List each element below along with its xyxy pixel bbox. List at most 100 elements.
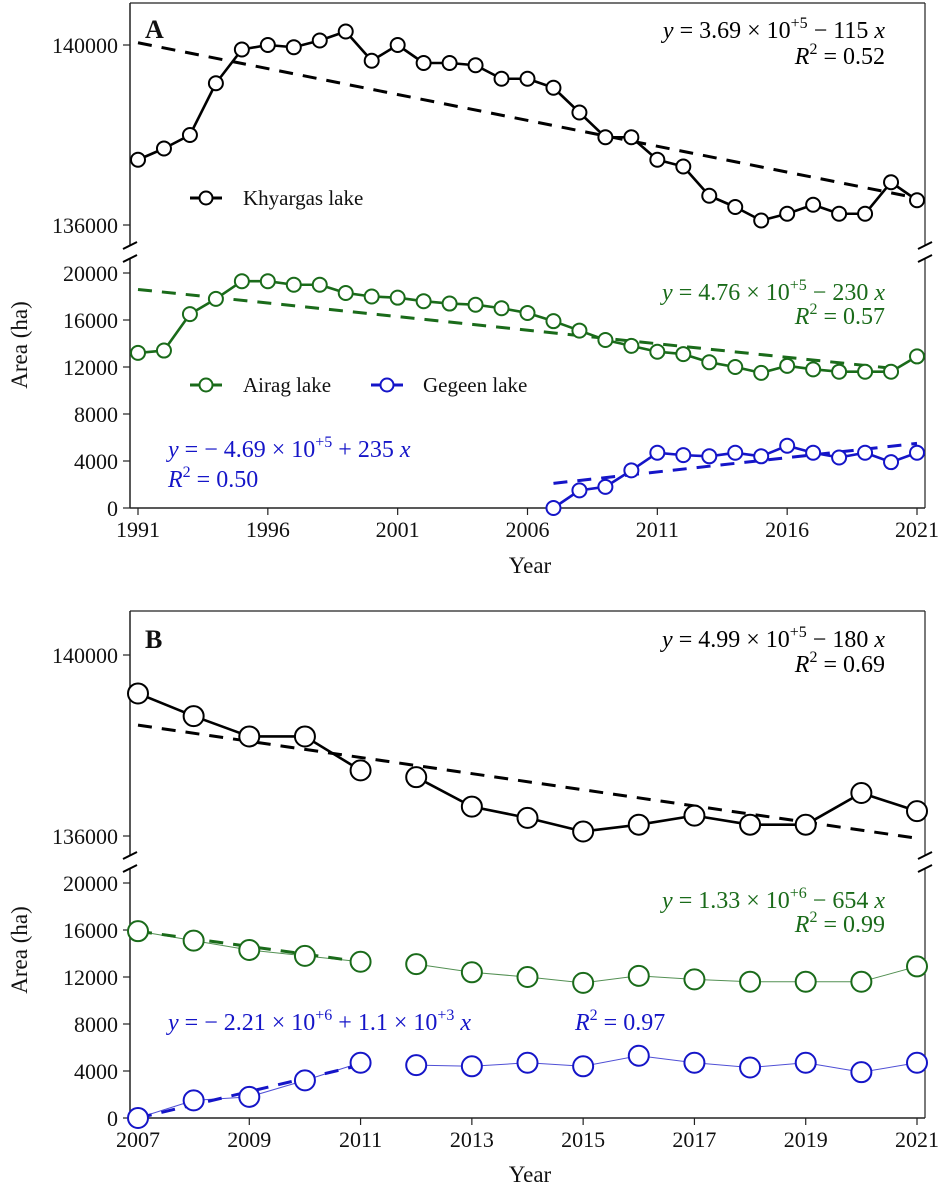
panel-a-airag-lake-point-2011 — [649, 343, 666, 360]
panel-b-khyargas-lake-point-2011 — [349, 759, 372, 782]
panel-a-airag-lake-series — [130, 273, 925, 381]
panel-b-airag-lake-point-2018 — [739, 970, 762, 993]
panel-b-ytick-label: 140000 — [52, 643, 118, 668]
panel-b-khyargas-lake-point-2009 — [238, 725, 261, 748]
panel-b-axis-break-left-2 — [122, 864, 138, 873]
panel-b-axis-break-right-1 — [917, 851, 933, 860]
panel-a-airag-lake-point-2008 — [571, 322, 588, 339]
panel-b-axis-break-left-1 — [122, 851, 138, 860]
panel-a-khyargas-lake-trend-line — [137, 41, 918, 200]
panel-b-gegeen-lake-point-2016 — [627, 1044, 650, 1067]
panel-b-xtick-label: 2015 — [561, 1127, 605, 1152]
panel-a-airag-lake-point-2001 — [389, 289, 406, 306]
panel-b-khyargas-lake-point-2017 — [683, 804, 706, 827]
legend-khyargas: Khyargas lake — [190, 186, 363, 210]
panel-a-airag-lake-point-2003 — [441, 295, 458, 312]
panel-a-khyargas-lake-point-2020 — [883, 174, 900, 191]
panel-a-gegeen-lake-trend-line — [553, 441, 918, 485]
panel-b-airag-lake-point-2021 — [906, 955, 928, 978]
panel-a-gegeen-lake-point-2015 — [753, 448, 770, 465]
panel-a-khyargas-lake-point-2002 — [415, 55, 432, 71]
panel-b-khyargas-lake-point-2007 — [127, 682, 149, 705]
legend-airag: Airag lake — [190, 373, 331, 397]
panel-b-airag-equation: y = 1.33 × 10+6 − 654 x — [660, 885, 885, 914]
panel-b-plot: 140000 136000 20000 16000 12000 8000 4000 02007… — [52, 610, 939, 1152]
panel-a-airag-equation: y = 4.76 × 10+5 − 230 x — [660, 277, 885, 306]
panel-a-airag-lake-point-2017 — [805, 361, 822, 378]
panel-b-ytick-label: 4000 — [74, 1059, 118, 1084]
panel-a-airag-lake-point-2018 — [831, 363, 848, 380]
panel-a-axis-break-right-2 — [917, 254, 933, 263]
panel-a-khyargas-lake-point-2007 — [545, 79, 562, 96]
panel-b-gegeen-lake-point-2020 — [850, 1061, 873, 1084]
panel-b-airag-r2: R2 = 0.99 — [794, 909, 885, 938]
panel-a-xtick-label: 2016 — [765, 517, 809, 542]
panel-b-khyargas-r2: R2 = 0.69 — [794, 649, 885, 678]
panel-a-ytick-label: 140000 — [52, 33, 118, 58]
panel-a-airag-lake-point-1995 — [233, 273, 250, 290]
panel-b-airag-lake-point-2014 — [516, 966, 539, 988]
panel-b-airag-lake-trend-line — [137, 929, 361, 964]
panel-b-airag-lake-point-2008 — [182, 929, 205, 952]
panel-a-khyargas-lake-point-2001 — [389, 37, 406, 53]
panel-b-gegeen-lake-point-2009 — [238, 1085, 261, 1108]
panel-b-ytick-label: 12000 — [63, 965, 118, 990]
panel-b-airag-lake-point-2010 — [293, 944, 316, 967]
panel-b-gegeen-lake-point-2011 — [349, 1051, 372, 1074]
panel-a-ytick-label: 20000 — [63, 261, 118, 286]
panel-b-khyargas-lake-point-2018 — [739, 813, 762, 836]
panel-a-khyargas-lake-point-1999 — [337, 23, 354, 40]
panel-a-khyargas-lake-point-1992 — [155, 140, 172, 157]
legend-gegeen: Gegeen lake — [371, 373, 527, 397]
panel-b-gegeen-lake-point-2013 — [460, 1055, 483, 1078]
panel-a-airag-lake-point-1993 — [181, 306, 198, 323]
panel-a-khyargas-lake-point-1997 — [285, 39, 302, 56]
panel-b-khyargas-lake-point-2014 — [516, 806, 539, 829]
panel-a-khyargas-lake-point-1996 — [259, 37, 276, 53]
panel-a-khyargas-equation: y = 3.69 × 10+5 − 115 x — [661, 15, 885, 44]
panel-b-gegeen-lake-point-2018 — [739, 1056, 762, 1079]
panel-b-airag-lake-point-2017 — [683, 968, 706, 991]
panel-b-gegeen-lake-point-2017 — [683, 1051, 706, 1074]
panel-b-label: B — [145, 625, 162, 654]
panel-a-khyargas-lake-point-2006 — [519, 70, 536, 87]
panel-a-khyargas-lake-point-1993 — [181, 127, 198, 143]
panel-a-xtick-label: 1991 — [116, 517, 160, 542]
panel-b-khyargas-lake-point-2021 — [906, 800, 928, 823]
panel-b-y-axis-title: Area (ha) — [7, 906, 32, 993]
panel-a-airag-lake-point-2012 — [675, 346, 692, 363]
panel-a-khyargas-lake-point-2017 — [805, 196, 822, 213]
panel-b-ytick-label: 20000 — [63, 871, 118, 896]
panel-a-airag-lake-point-2013 — [701, 354, 718, 371]
panel-a-plot: 140000 136000 20000 16000 12000 8000 4000 01991… — [52, 2, 939, 542]
panel-b-airag-lake-point-2009 — [238, 938, 261, 961]
panel-a-gegeen-lake-point-2013 — [701, 448, 718, 465]
panel-a-airag-r2: R2 = 0.57 — [794, 301, 885, 330]
panel-a-gegeen-lake-point-2021 — [909, 444, 925, 461]
panel-a-khyargas-r2: R2 = 0.52 — [794, 41, 885, 70]
panel-b-gegeen-lake-point-2015 — [572, 1055, 595, 1078]
legend-gegeen-label: Gegeen lake — [423, 373, 527, 397]
legend-khyargas-marker — [198, 190, 214, 206]
panel-a-axis-break-left-2 — [122, 254, 138, 263]
panel-a-airag-lake-point-1998 — [311, 276, 328, 293]
panel-a-airag-lake-point-1994 — [207, 290, 224, 307]
panel-a-ytick-label: 8000 — [74, 402, 118, 427]
panel-a-ytick-label: 12000 — [63, 355, 118, 380]
panel-b-khyargas-lake-point-2020 — [850, 782, 873, 805]
panel-b-airag-lake-point-2019 — [794, 970, 817, 993]
panel-a-khyargas-lake-point-2019 — [857, 205, 874, 222]
panel-a-airag-lake-point-2009 — [597, 331, 614, 348]
panel-b-khyargas-lake-trend-line — [137, 723, 918, 840]
panel-a-khyargas-lake-point-1994 — [207, 75, 224, 92]
panel-a-xtick-label: 1996 — [246, 517, 290, 542]
panel-a-airag-lake-point-2006 — [519, 304, 536, 321]
panel-b-xtick-label: 2021 — [895, 1127, 939, 1152]
panel-a-gegeen-equation: y = − 4.69 × 10+5 + 235 x — [166, 434, 411, 463]
panel-a: A y = 3.69 × 10+5 − 115 x R2 = 0.52 y = … — [7, 15, 885, 578]
panel-b-khyargas-lake-point-2016 — [627, 813, 650, 836]
panel-a-gegeen-lake-point-2014 — [727, 444, 744, 461]
legend-airag-label: Airag lake — [243, 373, 331, 397]
panel-a-airag-lake-point-2007 — [545, 313, 562, 330]
